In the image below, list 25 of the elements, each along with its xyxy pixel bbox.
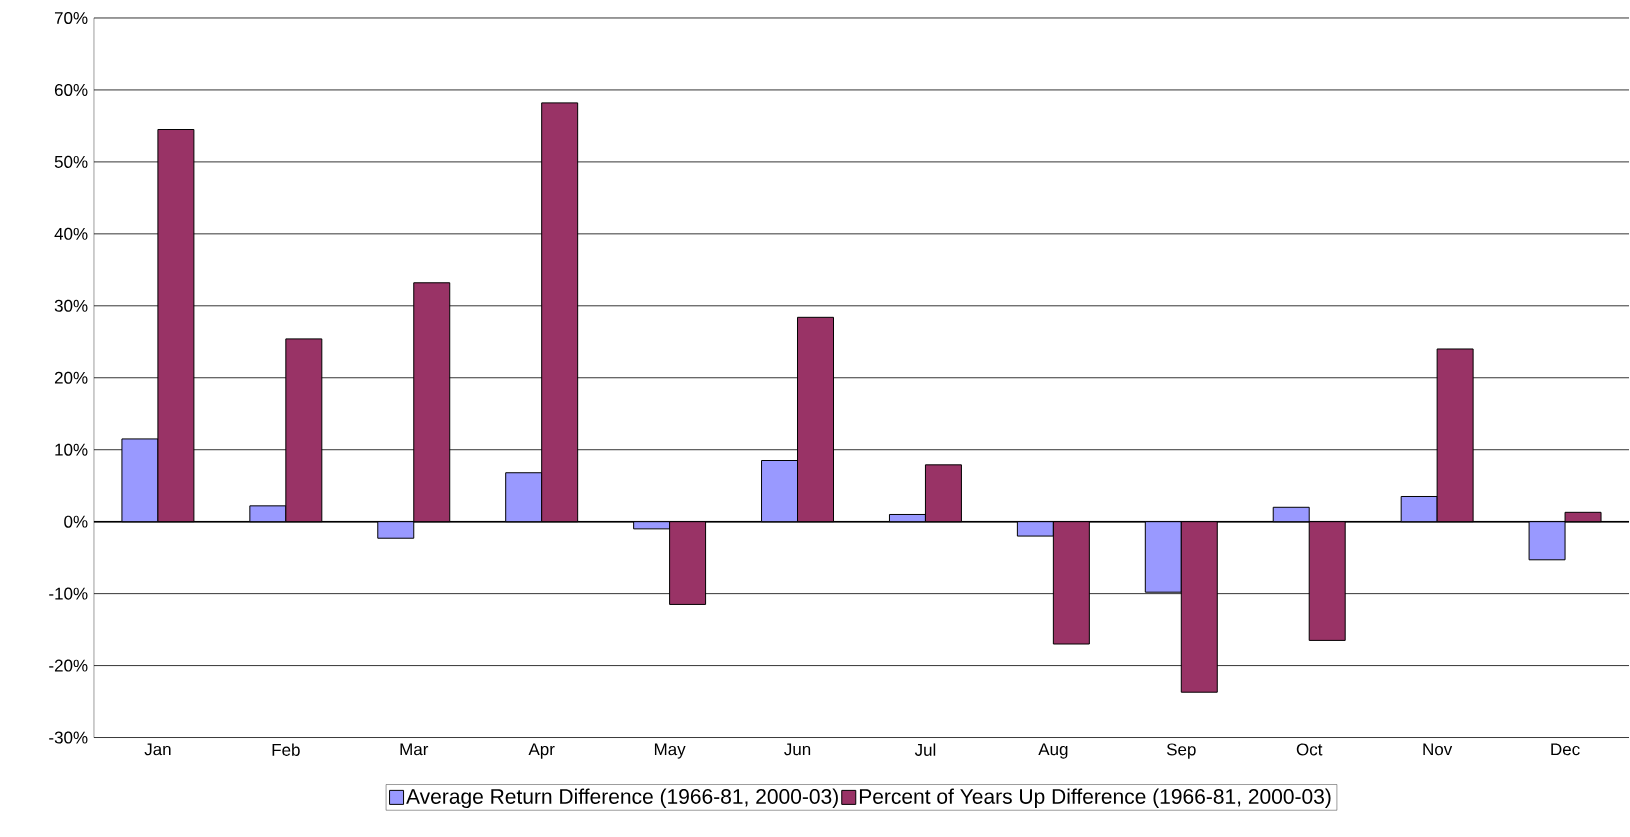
y-tick-label: 20% — [54, 371, 88, 384]
y-tick-label: -30% — [49, 731, 88, 744]
y-tick-label: 10% — [55, 443, 88, 456]
y-tick-label: 70% — [54, 11, 88, 24]
y-tick-label: 60% — [54, 83, 88, 96]
x-tick-label: Aug — [1038, 743, 1068, 759]
x-tick-label: Nov — [1423, 743, 1453, 756]
y-tick-label: 40% — [54, 227, 88, 240]
legend-label: Average Return Difference (1966-81, 2000-03) — [406, 788, 838, 808]
x-tick-label: Sep — [1166, 743, 1196, 759]
y-tick-label: -10% — [49, 587, 88, 600]
x-tick-label: Oct — [1296, 743, 1323, 756]
x-tick-label: Feb — [272, 743, 300, 756]
x-tick-label: Apr — [528, 743, 555, 759]
y-tick-label: 50% — [54, 155, 88, 168]
y-tick-label: 0% — [64, 515, 88, 528]
x-tick-label: Jul — [914, 743, 936, 756]
x-tick-label: May — [654, 743, 686, 759]
y-tick-label: 30% — [54, 299, 88, 312]
x-tick-label: Dec — [1551, 743, 1580, 756]
x-tick-label: Jun — [784, 743, 811, 756]
x-tick-label: Jan — [144, 743, 171, 756]
x-tick-label: Mar — [400, 743, 429, 756]
legend-label: Percent of Years Up Difference (1966-81, 2000-03) — [859, 788, 1331, 808]
y-tick-label: -20% — [49, 659, 88, 672]
